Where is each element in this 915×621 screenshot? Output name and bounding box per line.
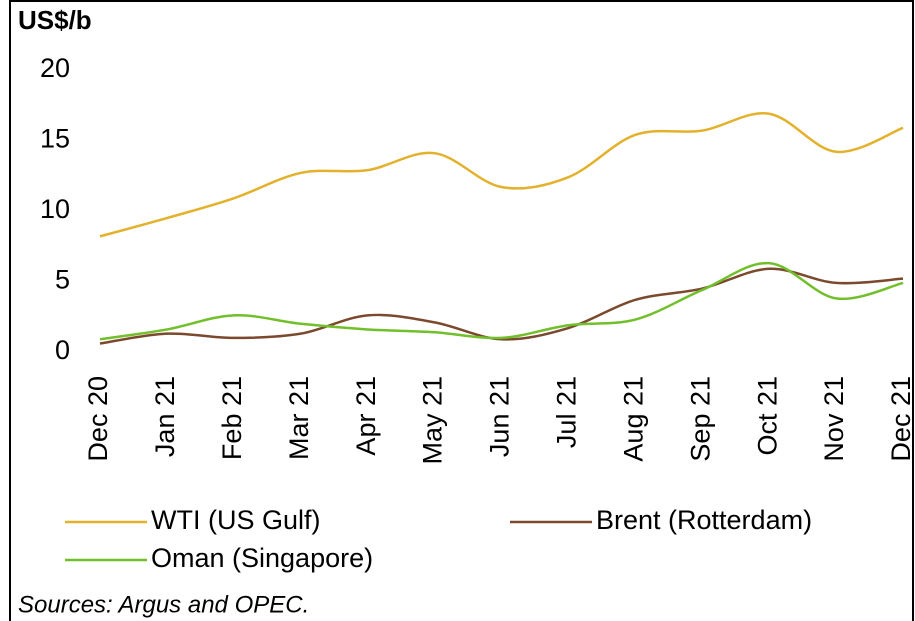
x-tick-label: Oct 21 xyxy=(752,376,782,456)
x-tick-label: Sep 21 xyxy=(685,376,715,462)
x-tick-label: Apr 21 xyxy=(351,376,381,456)
legend-label: Brent (Rotterdam) xyxy=(596,505,812,535)
x-tick-label: Aug 21 xyxy=(618,376,648,462)
legend-label: WTI (US Gulf) xyxy=(151,505,321,535)
x-tick-label: Dec 20 xyxy=(83,376,113,462)
y-tick-label: 0 xyxy=(55,335,70,365)
x-tick-label: Nov 21 xyxy=(819,376,849,462)
series-line xyxy=(99,261,904,341)
y-tick-label: 20 xyxy=(40,53,70,83)
series-line xyxy=(99,111,904,238)
x-tick-label: Dec 21 xyxy=(886,376,915,462)
x-tick-label: Jul 21 xyxy=(552,376,582,448)
y-tick-label: 10 xyxy=(40,194,70,224)
x-tick-label: Feb 21 xyxy=(217,376,247,460)
y-tick-label: 15 xyxy=(40,124,70,154)
frame xyxy=(9,0,914,621)
x-tick-label: Jun 21 xyxy=(485,376,515,457)
y-tick-label: 5 xyxy=(55,265,70,295)
x-tick-label: May 21 xyxy=(418,376,448,465)
legend-label: Oman (Singapore) xyxy=(151,543,373,573)
y-axis-label: US$/b xyxy=(18,5,92,35)
x-tick-label: Mar 21 xyxy=(284,376,314,460)
source-note: Sources: Argus and OPEC. xyxy=(18,591,309,618)
x-tick-label: Jan 21 xyxy=(150,376,180,457)
series-line xyxy=(99,267,904,345)
